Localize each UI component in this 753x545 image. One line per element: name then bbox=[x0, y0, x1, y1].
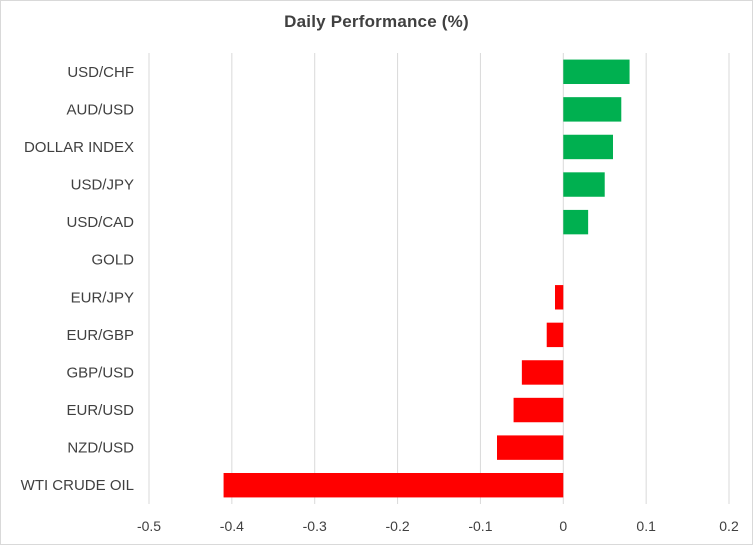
bar bbox=[521, 360, 564, 385]
bar bbox=[223, 472, 564, 498]
category-label: USD/CAD bbox=[66, 214, 134, 231]
category-labels: USD/CHF AUD/USD DOLLAR INDEX USD/JPY USD/CAD… bbox=[21, 64, 135, 494]
x-tick-label: -0.1 bbox=[468, 518, 492, 534]
category-label: USD/CHF bbox=[67, 64, 134, 81]
x-tick-label: -0.3 bbox=[303, 518, 327, 534]
bar bbox=[563, 209, 589, 235]
x-tick-labels: -0.5 -0.4 -0.3 -0.2 -0.1 0 0.1 0.2 bbox=[137, 518, 739, 534]
category-label: NZD/USD bbox=[67, 440, 134, 457]
category-label: DOLLAR INDEX bbox=[24, 139, 134, 156]
category-label: EUR/USD bbox=[66, 402, 134, 419]
bar bbox=[513, 397, 564, 423]
bars bbox=[223, 59, 630, 498]
bar bbox=[563, 97, 622, 122]
bar bbox=[563, 59, 630, 85]
category-label: USD/JPY bbox=[71, 177, 134, 194]
x-tick-label: 0.2 bbox=[719, 518, 739, 534]
category-label: WTI CRUDE OIL bbox=[21, 477, 134, 494]
x-tick-label: 0.1 bbox=[636, 518, 656, 534]
bar bbox=[563, 134, 613, 160]
x-tick-label: -0.5 bbox=[137, 518, 161, 534]
x-tick-label: -0.2 bbox=[386, 518, 410, 534]
category-label: GBP/USD bbox=[66, 364, 134, 381]
category-label: EUR/GBP bbox=[66, 327, 134, 344]
category-label: AUD/USD bbox=[66, 101, 134, 118]
x-tick-label: 0 bbox=[559, 518, 567, 534]
category-label: GOLD bbox=[91, 252, 134, 269]
category-label: EUR/JPY bbox=[71, 289, 134, 306]
bar bbox=[546, 322, 564, 348]
bar bbox=[563, 172, 605, 197]
gridlines bbox=[148, 53, 730, 504]
chart-title: Daily Performance (%) bbox=[284, 12, 469, 31]
bar bbox=[497, 435, 564, 460]
bar bbox=[555, 285, 564, 310]
x-tick-label: -0.4 bbox=[220, 518, 244, 534]
